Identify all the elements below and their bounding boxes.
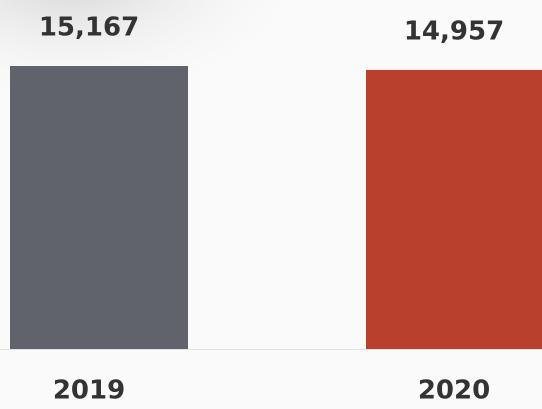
- data-label: 14,957: [404, 16, 504, 46]
- x-tick-label: 2019: [53, 376, 125, 406]
- data-label: 15,167: [39, 13, 139, 43]
- bar: [366, 69, 542, 350]
- bar: [10, 66, 188, 349]
- x-tick-label: 2020: [418, 376, 490, 406]
